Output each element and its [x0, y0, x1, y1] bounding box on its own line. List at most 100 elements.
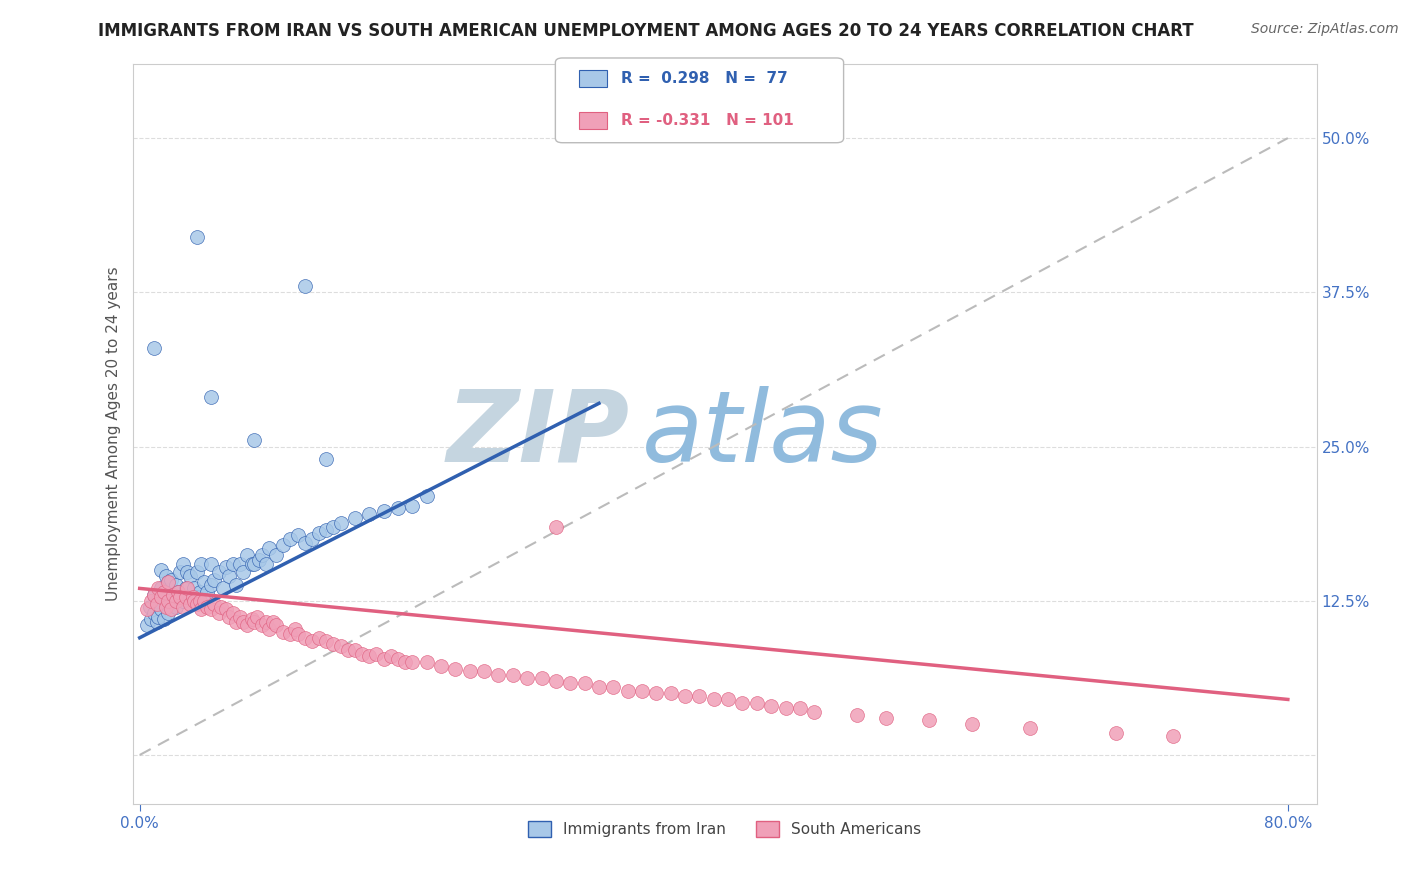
- Point: [141, 593, 163, 607]
- Point: [190, 557, 212, 571]
- Point: [359, 508, 381, 522]
- Point: [343, 643, 366, 657]
- Point: [415, 489, 437, 503]
- Point: [308, 525, 330, 540]
- Point: [157, 606, 180, 620]
- Point: [359, 649, 381, 664]
- Point: [387, 501, 409, 516]
- Point: [254, 615, 277, 629]
- Point: [271, 624, 294, 639]
- Point: [759, 698, 782, 713]
- Point: [294, 631, 316, 645]
- Point: [960, 717, 983, 731]
- Point: [294, 279, 316, 293]
- Point: [183, 582, 205, 596]
- Point: [200, 602, 222, 616]
- Point: [153, 612, 176, 626]
- Point: [322, 519, 344, 533]
- Point: [257, 622, 280, 636]
- Point: [1161, 730, 1184, 744]
- Point: [301, 532, 323, 546]
- Point: [262, 615, 284, 629]
- Point: [544, 673, 567, 688]
- Point: [160, 573, 183, 587]
- Point: [250, 548, 273, 562]
- Text: Source: ZipAtlas.com: Source: ZipAtlas.com: [1251, 22, 1399, 37]
- Point: [215, 602, 238, 616]
- Point: [280, 532, 302, 546]
- Point: [148, 582, 170, 596]
- Point: [257, 541, 280, 555]
- Point: [162, 588, 184, 602]
- Text: IMMIGRANTS FROM IRAN VS SOUTH AMERICAN UNEMPLOYMENT AMONG AGES 20 TO 24 YEARS CO: IMMIGRANTS FROM IRAN VS SOUTH AMERICAN U…: [98, 22, 1194, 40]
- Point: [188, 585, 211, 599]
- Point: [207, 566, 229, 580]
- Point: [160, 593, 183, 607]
- Legend: Immigrants from Iran, South Americans: Immigrants from Iran, South Americans: [520, 814, 929, 845]
- Point: [183, 593, 205, 607]
- Point: [212, 582, 235, 596]
- Point: [165, 577, 187, 591]
- Point: [172, 593, 194, 607]
- Point: [1104, 725, 1126, 739]
- Point: [195, 585, 218, 599]
- Point: [236, 618, 259, 632]
- Point: [731, 696, 754, 710]
- Point: [186, 590, 208, 604]
- Point: [352, 647, 374, 661]
- Point: [918, 714, 941, 728]
- Point: [243, 434, 266, 448]
- Point: [246, 609, 269, 624]
- Point: [229, 557, 252, 571]
- Text: ZIP: ZIP: [447, 385, 630, 483]
- Point: [169, 590, 191, 604]
- Point: [155, 599, 177, 614]
- Point: [336, 643, 359, 657]
- Point: [157, 575, 180, 590]
- Point: [143, 588, 166, 602]
- Point: [329, 640, 352, 654]
- Point: [186, 598, 208, 612]
- Point: [188, 593, 211, 607]
- Point: [157, 593, 180, 607]
- Point: [284, 622, 307, 636]
- Point: [322, 637, 344, 651]
- Point: [176, 582, 198, 596]
- Point: [174, 582, 197, 596]
- Point: [688, 689, 710, 703]
- Point: [176, 566, 198, 580]
- Point: [218, 609, 240, 624]
- Point: [179, 598, 201, 612]
- Point: [287, 528, 309, 542]
- Point: [186, 229, 208, 244]
- Point: [225, 577, 247, 591]
- Point: [165, 593, 187, 607]
- Point: [373, 651, 395, 665]
- Point: [150, 602, 173, 616]
- Point: [574, 676, 596, 690]
- Point: [169, 566, 191, 580]
- Point: [243, 557, 266, 571]
- Point: [745, 696, 768, 710]
- Point: [135, 618, 157, 632]
- Point: [247, 553, 270, 567]
- Point: [167, 585, 190, 599]
- Point: [155, 569, 177, 583]
- Point: [138, 599, 160, 614]
- Point: [308, 631, 330, 645]
- Point: [218, 569, 240, 583]
- Point: [673, 689, 696, 703]
- Point: [380, 649, 402, 664]
- Point: [150, 563, 173, 577]
- Point: [162, 588, 184, 602]
- Point: [544, 519, 567, 533]
- Point: [254, 557, 277, 571]
- Point: [458, 664, 481, 678]
- Point: [186, 566, 208, 580]
- Point: [232, 566, 254, 580]
- Point: [401, 656, 423, 670]
- Point: [165, 599, 187, 614]
- Point: [602, 680, 624, 694]
- Point: [430, 659, 453, 673]
- Point: [875, 711, 897, 725]
